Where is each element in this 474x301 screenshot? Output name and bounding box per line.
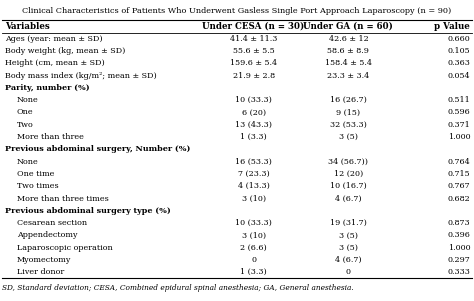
Text: 0.363: 0.363 (447, 59, 470, 67)
Text: 0.371: 0.371 (447, 121, 470, 129)
Text: 10 (33.3): 10 (33.3) (235, 96, 272, 104)
Text: 10 (16.7): 10 (16.7) (330, 182, 367, 190)
Text: 159.6 ± 5.4: 159.6 ± 5.4 (230, 59, 277, 67)
Text: 158.4 ± 5.4: 158.4 ± 5.4 (325, 59, 372, 67)
Text: None: None (17, 96, 38, 104)
Text: 4 (6.7): 4 (6.7) (335, 256, 362, 264)
Text: Previous abdominal surgery, Number (%): Previous abdominal surgery, Number (%) (5, 145, 190, 153)
Text: 0.396: 0.396 (447, 231, 470, 239)
Text: More than three times: More than three times (17, 194, 109, 203)
Text: 1.000: 1.000 (447, 133, 470, 141)
Text: Height (cm, mean ± SD): Height (cm, mean ± SD) (5, 59, 104, 67)
Text: Variables: Variables (5, 22, 49, 31)
Text: Ages (year: mean ± SD): Ages (year: mean ± SD) (5, 35, 102, 43)
Text: 0.596: 0.596 (447, 108, 470, 116)
Text: 34 (56.7)): 34 (56.7)) (328, 158, 368, 166)
Text: 0.511: 0.511 (447, 96, 470, 104)
Text: 0.715: 0.715 (447, 170, 470, 178)
Text: 19 (31.7): 19 (31.7) (330, 219, 367, 227)
Text: Two: Two (17, 121, 33, 129)
Text: 4 (6.7): 4 (6.7) (335, 194, 362, 203)
Text: 12 (20): 12 (20) (334, 170, 363, 178)
Text: Cesarean section: Cesarean section (17, 219, 87, 227)
Text: 0.333: 0.333 (447, 268, 470, 276)
Text: 0.660: 0.660 (447, 35, 470, 43)
Text: Under GA (n = 60): Under GA (n = 60) (303, 22, 393, 31)
Text: Body weight (kg, mean ± SD): Body weight (kg, mean ± SD) (5, 47, 125, 55)
Text: 1 (3.3): 1 (3.3) (240, 268, 267, 276)
Text: 1.000: 1.000 (447, 244, 470, 252)
Text: 3 (10): 3 (10) (242, 231, 265, 239)
Text: 0.054: 0.054 (447, 72, 470, 79)
Text: Liver donor: Liver donor (17, 268, 64, 276)
Text: 10 (33.3): 10 (33.3) (235, 219, 272, 227)
Text: Myomectomy: Myomectomy (17, 256, 71, 264)
Text: 0.873: 0.873 (447, 219, 470, 227)
Text: 3 (10): 3 (10) (242, 194, 265, 203)
Text: More than three: More than three (17, 133, 83, 141)
Text: One time: One time (17, 170, 54, 178)
Text: Laparoscopic operation: Laparoscopic operation (17, 244, 112, 252)
Text: One: One (17, 108, 33, 116)
Text: 0.105: 0.105 (447, 47, 470, 55)
Text: 1 (3.3): 1 (3.3) (240, 133, 267, 141)
Text: 0.764: 0.764 (447, 158, 470, 166)
Text: Under CESA (n = 30): Under CESA (n = 30) (202, 22, 305, 31)
Text: 4 (13.3): 4 (13.3) (237, 182, 270, 190)
Text: SD, Standard deviation; CESA, Combined epidural spinal anesthesia; GA, General a: SD, Standard deviation; CESA, Combined e… (2, 284, 354, 293)
Text: 0.767: 0.767 (447, 182, 470, 190)
Text: Body mass index (kg/m²; mean ± SD): Body mass index (kg/m²; mean ± SD) (5, 72, 156, 79)
Text: 0: 0 (346, 268, 351, 276)
Text: 0.297: 0.297 (447, 256, 470, 264)
Text: 6 (20): 6 (20) (242, 108, 265, 116)
Text: 0: 0 (251, 256, 256, 264)
Text: 7 (23.3): 7 (23.3) (238, 170, 269, 178)
Text: 0.682: 0.682 (447, 194, 470, 203)
Text: None: None (17, 158, 38, 166)
Text: 23.3 ± 3.4: 23.3 ± 3.4 (327, 72, 370, 79)
Text: 3 (5): 3 (5) (339, 231, 358, 239)
Text: 58.6 ± 8.9: 58.6 ± 8.9 (328, 47, 369, 55)
Text: 42.6 ± 12: 42.6 ± 12 (328, 35, 368, 43)
Text: 16 (53.3): 16 (53.3) (235, 158, 272, 166)
Text: 3 (5): 3 (5) (339, 133, 358, 141)
Text: 21.9 ± 2.8: 21.9 ± 2.8 (233, 72, 274, 79)
Text: 9 (15): 9 (15) (337, 108, 360, 116)
Text: Parity, number (%): Parity, number (%) (5, 84, 90, 92)
Text: Two times: Two times (17, 182, 58, 190)
Text: 2 (6.6): 2 (6.6) (240, 244, 267, 252)
Text: p Value: p Value (435, 22, 470, 31)
Text: 13 (43.3): 13 (43.3) (235, 121, 272, 129)
Text: 55.6 ± 5.5: 55.6 ± 5.5 (233, 47, 274, 55)
Text: 3 (5): 3 (5) (339, 244, 358, 252)
Text: 41.4 ± 11.3: 41.4 ± 11.3 (230, 35, 277, 43)
Text: Appendectomy: Appendectomy (17, 231, 77, 239)
Text: Clinical Characteristics of Patients Who Underwent Gasless Single Port Approach : Clinical Characteristics of Patients Who… (22, 7, 452, 15)
Text: 32 (53.3): 32 (53.3) (330, 121, 367, 129)
Text: Previous abdominal surgery type (%): Previous abdominal surgery type (%) (5, 207, 171, 215)
Text: 16 (26.7): 16 (26.7) (330, 96, 367, 104)
